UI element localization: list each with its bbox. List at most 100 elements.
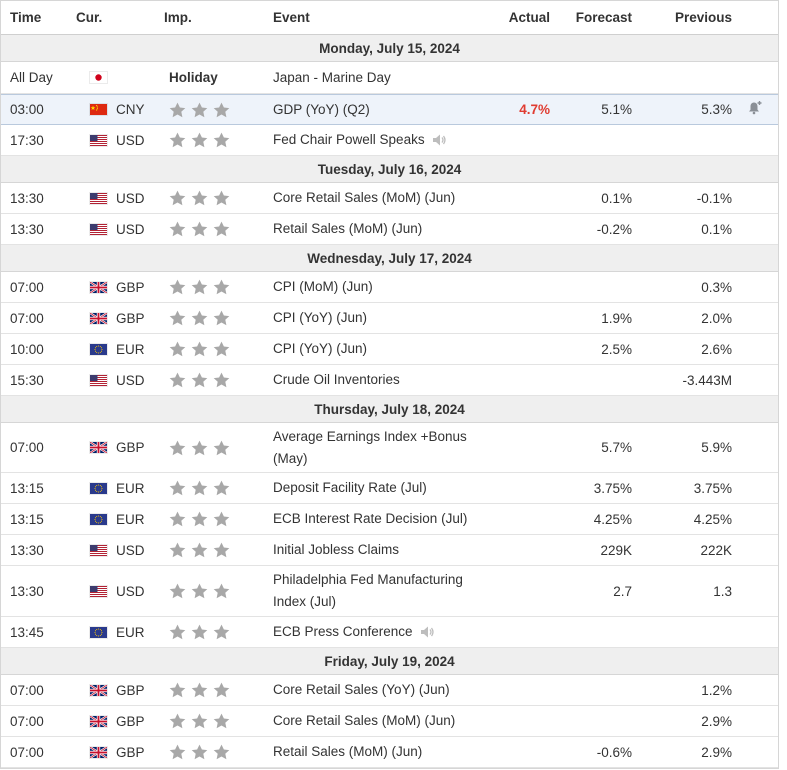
header-forecast[interactable]: Forecast	[575, 10, 632, 25]
event-row[interactable]: 07:00 GBP Core Retail Sales (YoY) (Jun) 1.2…	[1, 675, 778, 706]
event-currency: USD	[76, 133, 164, 148]
event-time: 13:30	[10, 190, 44, 206]
event-name[interactable]: CPI (YoY) (Jun)	[273, 341, 368, 356]
star-icon	[191, 440, 208, 456]
event-row[interactable]: 07:00 GBP Retail Sales (MoM) (Jun) -0.6% 2.9…	[1, 737, 778, 768]
event-row[interactable]: 03:00 CNY GDP (YoY) (Q2) 4.7% 5.1% 5.3%	[1, 94, 778, 125]
bell-plus-icon[interactable]	[747, 100, 763, 119]
event-previous: -3.443M	[682, 372, 732, 388]
event-row[interactable]: 13:15 EUR Deposit Facility Rate (Jul) 3.75%…	[1, 473, 778, 504]
event-name[interactable]: CPI (MoM) (Jun)	[273, 279, 373, 294]
event-row[interactable]: 13:30 USD Core Retail Sales (MoM) (Jun) 0.1…	[1, 183, 778, 214]
star-icon	[169, 372, 186, 388]
star-icon	[191, 102, 208, 118]
event-name-cell: CPI (MoM) (Jun)	[270, 276, 485, 298]
event-name-cell: Philadelphia Fed Manufacturing Index (Ju…	[270, 569, 485, 613]
event-name[interactable]: Core Retail Sales (MoM) (Jun)	[273, 190, 456, 205]
event-name[interactable]: Core Retail Sales (MoM) (Jun)	[273, 713, 456, 728]
event-forecast: -0.6%	[596, 744, 632, 760]
event-name[interactable]: GDP (YoY) (Q2)	[273, 101, 370, 117]
event-currency: GBP	[76, 280, 164, 295]
event-row[interactable]: 13:30 USD Initial Jobless Claims 229K 222K	[1, 535, 778, 566]
event-currency: CNY	[76, 102, 164, 117]
event-time: All Day	[10, 70, 53, 85]
uk-flag-icon	[90, 746, 107, 758]
event-previous: 2.9%	[701, 744, 732, 760]
event-currency	[76, 72, 164, 83]
event-name-cell: CPI (YoY) (Jun)	[270, 338, 485, 360]
event-name[interactable]: Deposit Facility Rate (Jul)	[273, 480, 427, 495]
header-actual[interactable]: Actual	[508, 10, 550, 25]
star-icon	[213, 341, 230, 357]
event-importance	[164, 221, 270, 237]
event-name-cell: Fed Chair Powell Speaks	[270, 129, 485, 151]
event-name-cell: Core Retail Sales (MoM) (Jun)	[270, 710, 485, 732]
event-name[interactable]: Retail Sales (MoM) (Jun)	[273, 744, 423, 759]
currency-code: USD	[116, 372, 145, 388]
header-previous[interactable]: Previous	[674, 10, 732, 25]
event-importance	[164, 440, 270, 456]
speaker-icon[interactable]	[432, 133, 447, 147]
header-event[interactable]: Event	[273, 9, 310, 25]
uk-flag-icon	[90, 312, 107, 324]
event-name-cell: Average Earnings Index +Bonus (May)	[270, 426, 485, 470]
holiday-label: Holiday	[169, 70, 218, 85]
event-forecast: 5.1%	[601, 102, 632, 117]
event-name[interactable]: Fed Chair Powell Speaks	[273, 132, 425, 147]
event-previous: 2.9%	[701, 713, 732, 729]
event-row[interactable]: 07:00 GBP CPI (MoM) (Jun) 0.3%	[1, 272, 778, 303]
star-icon	[169, 713, 186, 729]
event-name[interactable]: ECB Interest Rate Decision (Jul)	[273, 511, 468, 526]
event-name-cell: Core Retail Sales (YoY) (Jun)	[270, 679, 485, 701]
event-importance	[164, 480, 270, 496]
event-name-cell: Core Retail Sales (MoM) (Jun)	[270, 187, 485, 209]
eu-flag-icon	[90, 513, 107, 525]
star-icon	[191, 480, 208, 496]
event-previous: 2.0%	[701, 310, 732, 326]
event-time: 07:00	[10, 682, 44, 698]
event-name[interactable]: Philadelphia Fed Manufacturing Index (Ju…	[273, 572, 463, 609]
us-flag-icon	[90, 223, 107, 235]
star-icon	[169, 511, 186, 527]
event-row[interactable]: 17:30 USD Fed Chair Powell Speaks	[1, 125, 778, 156]
event-row[interactable]: 13:45 EUR ECB Press Conference	[1, 617, 778, 648]
event-previous: 222K	[700, 542, 732, 558]
speaker-icon[interactable]	[420, 625, 435, 639]
event-row[interactable]: 07:00 GBP CPI (YoY) (Jun) 1.9% 2.0%	[1, 303, 778, 334]
event-name[interactable]: Japan - Marine Day	[273, 69, 391, 85]
event-row[interactable]: 10:00 EUR CPI (YoY) (Jun) 2.5% 2.6%	[1, 334, 778, 365]
currency-code: CNY	[116, 102, 145, 117]
event-row[interactable]: 07:00 GBP Core Retail Sales (MoM) (Jun) 2.9…	[1, 706, 778, 737]
event-row[interactable]: All Day Holiday Japan - Marine Day	[1, 62, 778, 94]
currency-code: USD	[116, 583, 145, 599]
event-row[interactable]: 13:30 USD Philadelphia Fed Manufacturing I…	[1, 566, 778, 617]
event-name[interactable]: Crude Oil Inventories	[273, 372, 400, 387]
header-time[interactable]: Time	[10, 10, 42, 25]
event-row[interactable]: 13:30 USD Retail Sales (MoM) (Jun) -0.2% 0.1…	[1, 214, 778, 245]
uk-flag-icon	[90, 684, 107, 696]
header-importance[interactable]: Imp.	[164, 10, 192, 25]
eu-flag-icon	[90, 482, 107, 494]
event-row[interactable]: 15:30 USD Crude Oil Inventories -3.443M	[1, 365, 778, 396]
event-importance	[164, 102, 270, 118]
event-row[interactable]: 13:15 EUR ECB Interest Rate Decision (Jul)…	[1, 504, 778, 535]
event-currency: EUR	[76, 342, 164, 357]
event-name[interactable]: Initial Jobless Claims	[273, 542, 400, 557]
date-row: Wednesday, July 17, 2024	[1, 245, 778, 272]
event-name[interactable]: CPI (YoY) (Jun)	[273, 310, 368, 325]
event-name[interactable]: ECB Press Conference	[273, 624, 413, 639]
event-importance	[164, 744, 270, 760]
star-icon	[213, 511, 230, 527]
event-name[interactable]: Retail Sales (MoM) (Jun)	[273, 221, 423, 236]
currency-code: GBP	[116, 682, 145, 698]
event-name[interactable]: Average Earnings Index +Bonus (May)	[273, 428, 467, 466]
event-time: 13:15	[10, 511, 44, 527]
star-icon	[191, 542, 208, 558]
event-row[interactable]: 07:00 GBP Average Earnings Index +Bonus (M…	[1, 423, 778, 473]
event-name[interactable]: Core Retail Sales (YoY) (Jun)	[273, 682, 450, 697]
event-name-cell: Deposit Facility Rate (Jul)	[270, 477, 485, 499]
currency-code: GBP	[116, 440, 145, 455]
header-currency[interactable]: Cur.	[76, 10, 103, 25]
star-icon	[191, 310, 208, 326]
